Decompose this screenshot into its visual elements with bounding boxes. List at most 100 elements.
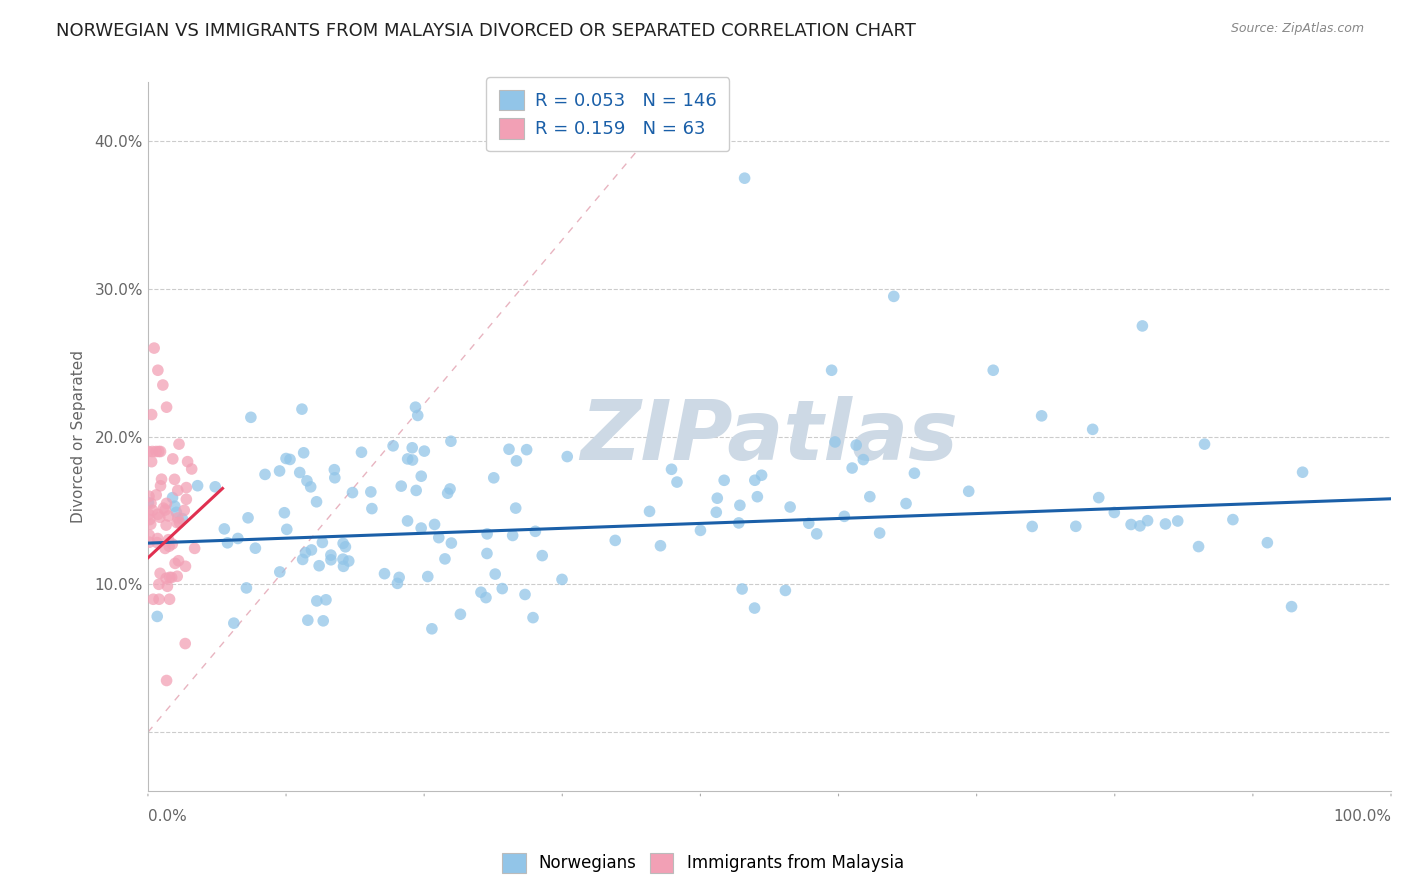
Point	[274, 451, 297, 466]
Point	[411, 521, 433, 535]
Point	[214, 522, 236, 536]
Point	[148, 444, 170, 458]
Point	[163, 472, 186, 486]
Point	[166, 516, 188, 530]
Point	[156, 579, 179, 593]
Point	[440, 434, 463, 449]
Point	[522, 610, 544, 624]
Point	[146, 532, 169, 546]
Point	[650, 539, 672, 553]
Point	[146, 609, 169, 624]
Point	[323, 471, 346, 485]
Point	[136, 444, 159, 458]
Point	[747, 490, 769, 504]
Point	[373, 566, 395, 581]
Point	[1081, 422, 1104, 436]
Point	[1291, 465, 1313, 479]
Point	[167, 554, 190, 568]
Point	[149, 479, 172, 493]
Point	[155, 518, 177, 533]
Point	[166, 569, 188, 583]
Point	[981, 363, 1004, 377]
Point	[484, 567, 506, 582]
Point	[174, 559, 197, 574]
Point	[305, 594, 328, 608]
Point	[176, 481, 198, 495]
Point	[155, 496, 177, 510]
Point	[138, 528, 160, 542]
Point	[505, 454, 527, 468]
Point	[350, 445, 373, 459]
Point	[166, 483, 188, 498]
Point	[173, 503, 195, 517]
Point	[513, 587, 536, 601]
Point	[1087, 491, 1109, 505]
Point	[292, 446, 315, 460]
Point	[139, 512, 162, 526]
Point	[387, 576, 409, 591]
Point	[1194, 437, 1216, 451]
Point	[159, 592, 181, 607]
Point	[555, 450, 578, 464]
Point	[706, 491, 728, 506]
Point	[1154, 516, 1177, 531]
Point	[291, 552, 314, 566]
Point	[149, 510, 172, 524]
Point	[551, 573, 574, 587]
Text: ZIPatlas: ZIPatlas	[581, 396, 959, 477]
Point	[141, 444, 163, 458]
Point	[605, 533, 627, 548]
Point	[416, 569, 439, 583]
Point	[163, 500, 186, 514]
Point	[859, 490, 882, 504]
Point	[141, 408, 163, 422]
Point	[388, 570, 411, 584]
Point	[482, 471, 505, 485]
Point	[498, 442, 520, 457]
Point	[332, 536, 354, 550]
Point	[166, 511, 188, 525]
Point	[276, 522, 298, 536]
Text: Source: ZipAtlas.com: Source: ZipAtlas.com	[1230, 22, 1364, 36]
Point	[239, 410, 262, 425]
Text: NORWEGIAN VS IMMIGRANTS FROM MALAYSIA DIVORCED OR SEPARATED CORRELATION CHART: NORWEGIAN VS IMMIGRANTS FROM MALAYSIA DI…	[56, 22, 917, 40]
Point	[389, 479, 412, 493]
Point	[797, 516, 820, 531]
Point	[148, 577, 170, 591]
Point	[1129, 519, 1152, 533]
Point	[1256, 535, 1278, 549]
Point	[820, 363, 842, 377]
Point	[143, 341, 166, 355]
Point	[531, 549, 554, 563]
Point	[142, 592, 165, 607]
Point	[1064, 519, 1087, 533]
Point	[439, 482, 461, 496]
Point	[775, 583, 797, 598]
Point	[155, 673, 177, 688]
Point	[744, 473, 766, 487]
Point	[146, 363, 169, 377]
Point	[311, 535, 333, 549]
Point	[319, 548, 342, 562]
Point	[157, 539, 180, 553]
Point	[138, 489, 160, 503]
Point	[149, 566, 172, 581]
Point	[834, 509, 856, 524]
Point	[731, 582, 754, 596]
Point	[139, 496, 162, 510]
Point	[894, 497, 917, 511]
Point	[153, 541, 176, 556]
Text: 100.0%: 100.0%	[1333, 809, 1391, 824]
Point	[294, 546, 316, 560]
Point	[405, 400, 427, 414]
Point	[152, 378, 174, 392]
Point	[728, 498, 751, 512]
Point	[288, 466, 311, 480]
Point	[226, 532, 249, 546]
Point	[180, 462, 202, 476]
Point	[162, 491, 184, 505]
Point	[689, 524, 711, 538]
Point	[475, 527, 498, 541]
Point	[148, 592, 170, 607]
Point	[291, 402, 314, 417]
